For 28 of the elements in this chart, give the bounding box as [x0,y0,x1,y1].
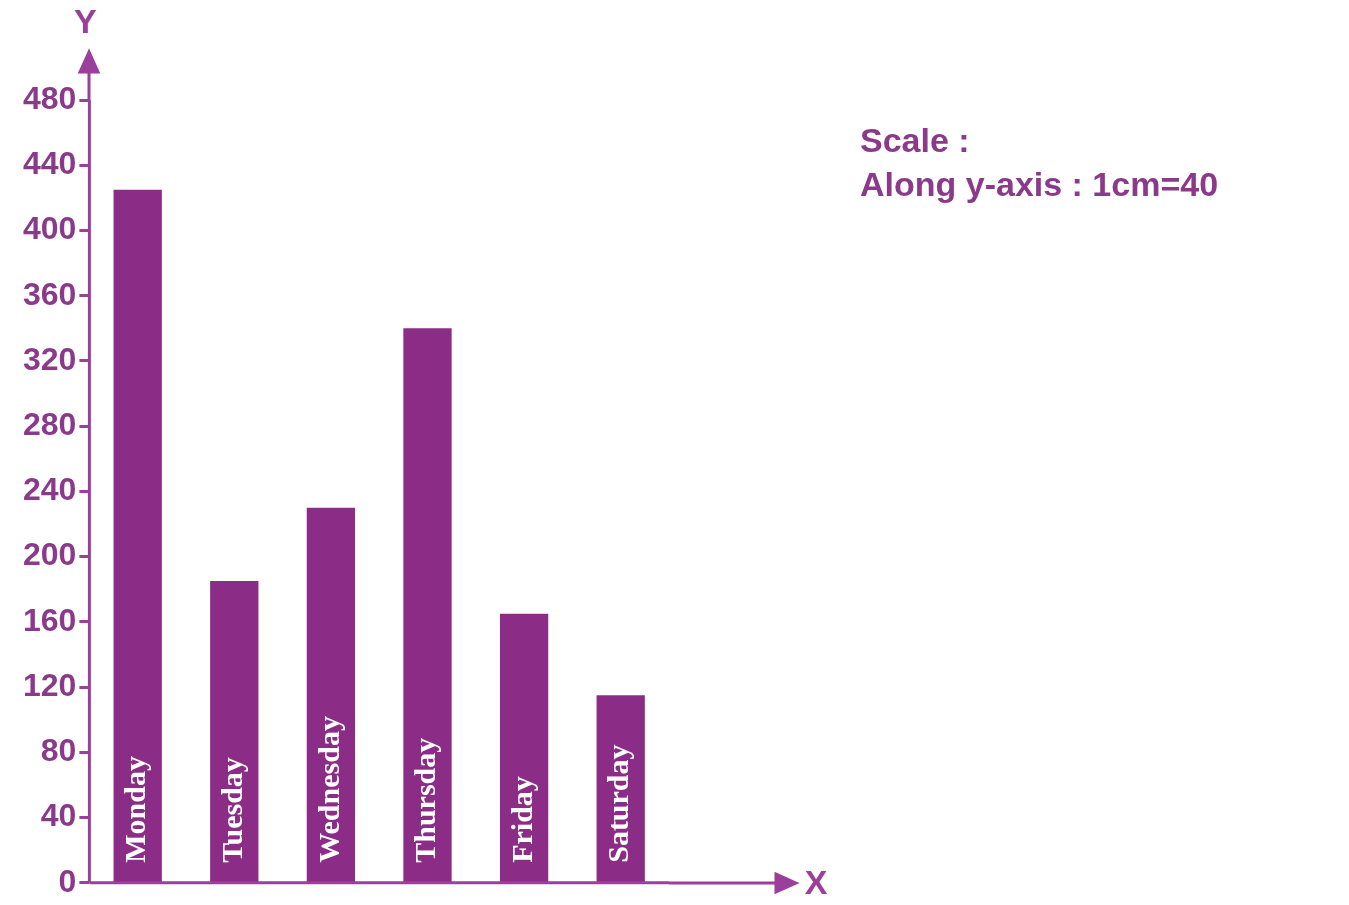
y-tick-label: 200 [23,536,77,573]
bar [113,189,162,883]
y-tick-label: 400 [23,210,77,247]
y-tick-label: 280 [23,405,77,442]
y-tick-label: 480 [23,79,77,116]
text: Scale : [860,120,971,161]
y-tick-label: 120 [23,666,77,703]
y-tick-label: 360 [23,275,77,312]
text: Along y-axis : 1cm=40 [860,164,1219,205]
y-tick-label: 320 [23,340,77,377]
y-axis-title: Y [74,2,98,41]
y-tick-label: 0 [58,862,77,899]
y-tick-label: 240 [23,471,77,508]
x-tick-label: Saturday [601,744,635,863]
bar [306,507,356,883]
x-tick-label: Monday [118,756,152,863]
y-tick-label: 440 [23,145,77,182]
bar [403,328,452,883]
x-tick-label: Tuesday [215,757,249,863]
x-axis-title: X [804,863,828,902]
bar [499,613,549,883]
y-tick-label: 40 [40,797,77,834]
y-tick-label: 160 [23,601,77,638]
bar [210,581,259,883]
x-tick-label: Thursday [408,737,442,863]
x-tick-label: Wednesday [311,716,345,863]
y-tick-label: 80 [40,732,77,769]
x-tick-label: Friday [504,776,538,863]
